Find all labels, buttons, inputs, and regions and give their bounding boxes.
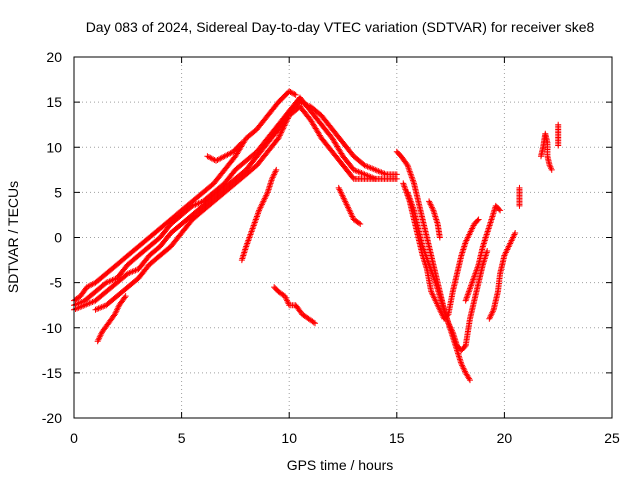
data-point [237, 140, 244, 147]
data-point [281, 122, 288, 129]
data-point [357, 220, 364, 227]
data-point [121, 294, 128, 301]
data-point [278, 128, 285, 135]
data-point [284, 116, 291, 123]
data-point [273, 166, 280, 173]
data-point [516, 184, 523, 191]
data-point [280, 125, 287, 132]
data-point [276, 132, 283, 139]
data-point [280, 123, 287, 130]
x-tick-label: 25 [604, 430, 620, 446]
data-point [436, 234, 443, 241]
data-point [278, 129, 285, 136]
x-tick-label: 10 [281, 430, 297, 446]
data-point [310, 319, 317, 326]
data-point [403, 161, 410, 168]
data-point [393, 175, 400, 182]
axis-ticks: 0 5 10 15 20 25 -20 -15 -10 -5 0 5 10 15 20 [42, 49, 620, 446]
data-point [372, 175, 379, 182]
data-point [283, 118, 290, 125]
data-point [555, 142, 562, 149]
data-point [466, 377, 473, 384]
data-point [288, 89, 295, 96]
data-point [279, 126, 286, 133]
data-point [349, 174, 356, 181]
data-point [238, 139, 245, 146]
data-points [71, 88, 562, 384]
data-point [496, 206, 503, 213]
y-tick-label: -15 [42, 365, 62, 381]
data-point [548, 166, 555, 173]
y-tick-label: 10 [46, 139, 62, 155]
y-tick-label: 0 [54, 230, 62, 246]
data-point [475, 216, 482, 223]
x-tick-label: 20 [497, 430, 513, 446]
data-point [282, 121, 289, 128]
data-point [355, 220, 362, 227]
x-tick-label: 15 [389, 430, 405, 446]
x-axis-label: GPS time / hours [287, 457, 394, 473]
data-point [287, 89, 294, 96]
grid-lines [74, 57, 612, 418]
chart-title: Day 083 of 2024, Sidereal Day-to-day VTE… [86, 19, 595, 35]
data-point [291, 91, 298, 98]
data-point [461, 343, 468, 350]
y-tick-label: -10 [42, 320, 62, 336]
data-point [466, 375, 473, 382]
y-tick-label: -5 [50, 275, 63, 291]
data-point [312, 320, 319, 327]
data-point [512, 229, 519, 236]
data-point [122, 293, 129, 300]
data-point [292, 91, 299, 98]
data-point [276, 133, 283, 140]
data-point [547, 163, 554, 170]
x-tick-label: 0 [70, 430, 78, 446]
data-point [284, 115, 291, 122]
y-tick-label: -20 [42, 410, 62, 426]
y-axis-label: SDTVAR / TECUs [5, 181, 21, 293]
y-tick-label: 5 [54, 184, 62, 200]
data-point [497, 207, 504, 214]
data-point [286, 88, 293, 95]
y-tick-label: 15 [46, 94, 62, 110]
data-point [277, 130, 284, 137]
x-tick-label: 5 [178, 430, 186, 446]
data-point [282, 119, 289, 126]
y-tick-label: 20 [46, 49, 62, 65]
data-point [484, 248, 491, 255]
data-point [275, 135, 282, 142]
data-point [290, 90, 297, 97]
data-point [474, 217, 481, 224]
